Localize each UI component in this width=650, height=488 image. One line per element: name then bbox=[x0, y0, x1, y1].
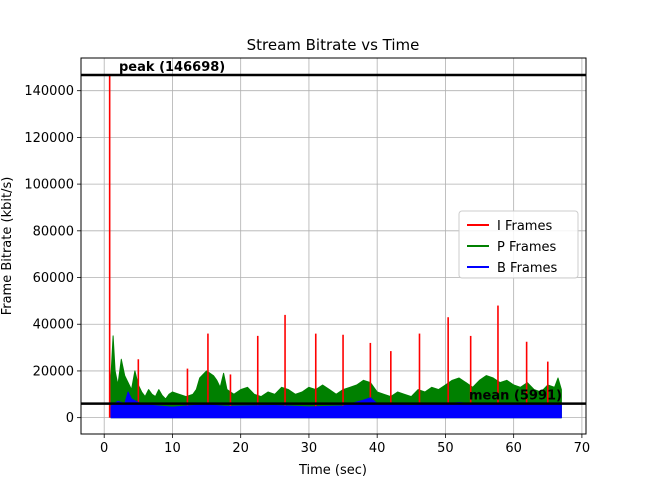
y-tick-label: 140000 bbox=[24, 84, 74, 99]
x-axis-ticks: 0 10 20 30 40 50 60 70 bbox=[100, 434, 590, 456]
legend-entry: P Frames bbox=[497, 240, 556, 255]
y-axis-label: Frame Bitrate (kbit/s) bbox=[0, 177, 15, 316]
x-tick-label: 70 bbox=[574, 441, 591, 456]
y-tick-label: 20000 bbox=[33, 364, 74, 379]
x-tick-label: 60 bbox=[505, 441, 522, 456]
x-tick-label: 30 bbox=[301, 441, 318, 456]
legend-entry: B Frames bbox=[497, 261, 558, 276]
plot-frame bbox=[80, 57, 587, 435]
reference-lines: peak (146698) mean (5991) bbox=[81, 60, 586, 405]
y-tick-label: 0 bbox=[66, 411, 74, 426]
x-tick-label: 0 bbox=[100, 441, 108, 456]
y-axis-ticks: 0 20000 40000 60000 80000 100000 120000 140000 bbox=[24, 84, 81, 426]
legend: I Frames P Frames B Frames bbox=[458, 210, 579, 279]
chart-title: Stream Bitrate vs Time bbox=[247, 36, 420, 54]
x-tick-label: 10 bbox=[164, 441, 181, 456]
y-tick-label: 80000 bbox=[33, 224, 74, 239]
y-tick-label: 40000 bbox=[33, 318, 74, 333]
y-tick-label: 100000 bbox=[24, 178, 74, 193]
y-tick-label: 120000 bbox=[24, 131, 74, 146]
x-tick-label: 50 bbox=[437, 441, 454, 456]
mean-label: mean (5991) bbox=[469, 389, 562, 404]
peak-label: peak (146698) bbox=[119, 60, 225, 75]
legend-box bbox=[458, 210, 579, 279]
legend-entry: I Frames bbox=[497, 219, 552, 234]
x-tick-label: 40 bbox=[369, 441, 386, 456]
x-tick-label: 20 bbox=[232, 441, 249, 456]
y-tick-label: 60000 bbox=[33, 271, 74, 286]
x-axis-label: Time (sec) bbox=[298, 463, 367, 478]
